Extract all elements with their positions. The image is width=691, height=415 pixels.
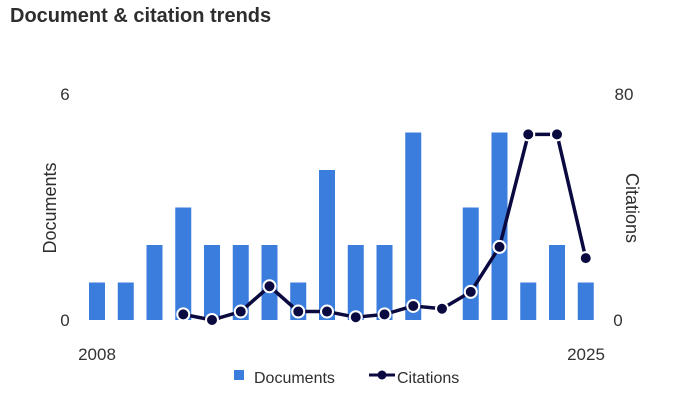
legend-documents-swatch <box>234 370 244 380</box>
documents-bar-2013 <box>232 245 249 320</box>
citations-point-2018 <box>377 307 392 322</box>
documents-bar-2021 <box>462 207 479 320</box>
legend-citations-label: Citations <box>397 370 459 387</box>
citations-point-2012 <box>205 313 219 327</box>
documents-bar-2011 <box>175 207 192 320</box>
documents-bar-2017 <box>347 245 364 320</box>
documents-bar-2008 <box>89 282 105 320</box>
y-left-axis-title: Documents <box>40 162 60 253</box>
documents-bar-2016 <box>319 170 335 320</box>
y-right-tick-min: 0 <box>613 311 622 330</box>
citations-point-2011 <box>176 307 191 322</box>
citations-point-2013 <box>233 304 248 319</box>
documents-bar-2025 <box>577 282 594 320</box>
documents-bar-2024 <box>549 245 565 320</box>
documents-bar-2009 <box>117 282 134 320</box>
citations-point-2022 <box>492 239 507 254</box>
citations-line-group <box>176 127 593 327</box>
y-right-axis-title: Citations <box>622 173 642 243</box>
y-left-tick-min: 0 <box>60 311 69 330</box>
documents-bar-2023 <box>520 282 537 320</box>
citations-point-2015 <box>291 304 306 319</box>
y-right-tick-max: 80 <box>615 85 634 104</box>
citations-point-2014 <box>262 279 277 294</box>
citations-point-2017 <box>348 310 363 325</box>
citations-point-2021 <box>463 284 478 299</box>
x-tick-last: 2025 <box>567 345 605 364</box>
documents-bars <box>89 132 594 320</box>
documents-bar-2012 <box>204 245 220 320</box>
documents-bar-2022 <box>491 132 508 320</box>
documents-bar-2018 <box>376 245 393 320</box>
citations-point-2023 <box>521 127 536 142</box>
citations-point-2025 <box>578 251 593 266</box>
citations-point-2024 <box>550 127 564 142</box>
legend-documents-label: Documents <box>254 370 335 387</box>
documents-bar-2010 <box>146 245 163 320</box>
x-tick-first: 2008 <box>78 345 116 364</box>
legend: Documents Citations <box>234 370 459 387</box>
documents-bar-2019 <box>405 132 422 320</box>
citations-point-2019 <box>406 298 421 313</box>
legend-citations-marker <box>377 370 387 380</box>
chart-title: Document & citation trends <box>10 5 272 27</box>
citations-point-2016 <box>320 304 334 319</box>
citations-point-2020 <box>435 301 449 316</box>
y-left-tick-max: 6 <box>60 85 69 104</box>
